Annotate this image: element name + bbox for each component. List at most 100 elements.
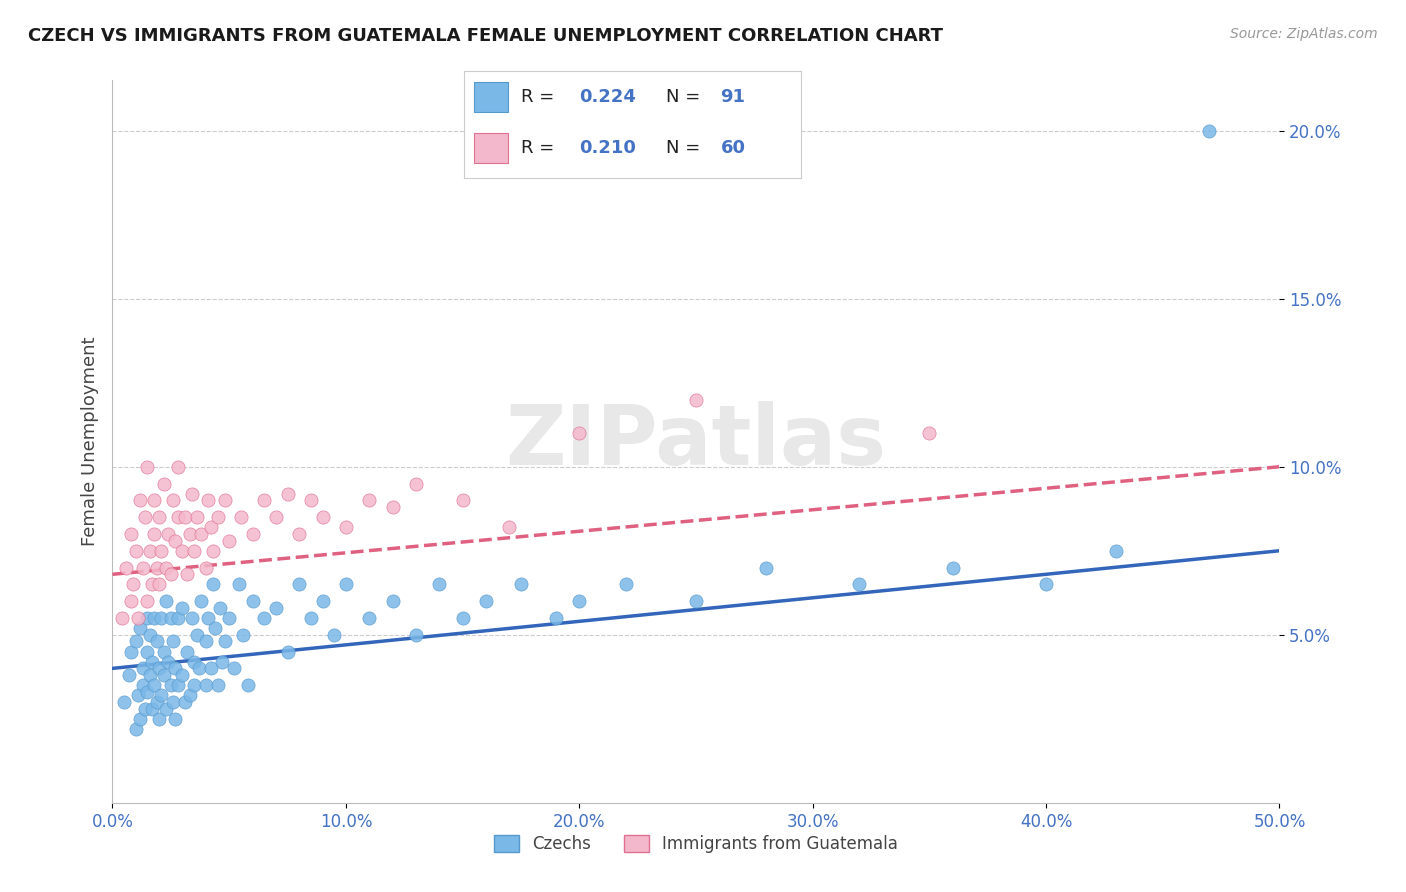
Point: [1105, 543, 1128, 558]
Point: [335, 520, 357, 534]
Point: [942, 560, 965, 574]
Point: [264, 510, 287, 524]
Point: [186, 628, 208, 642]
Point: [136, 644, 159, 658]
Point: [129, 621, 152, 635]
Point: [173, 695, 195, 709]
Point: [179, 527, 201, 541]
Point: [214, 634, 236, 648]
Point: [139, 628, 162, 642]
Point: [253, 611, 276, 625]
Point: [211, 655, 233, 669]
Point: [229, 510, 252, 524]
Point: [918, 426, 941, 441]
Point: [166, 611, 188, 625]
Text: R =: R =: [522, 88, 561, 106]
Text: 91: 91: [720, 88, 745, 106]
Point: [120, 594, 142, 608]
Point: [148, 661, 170, 675]
Point: [162, 493, 184, 508]
Point: [143, 527, 166, 541]
Point: [190, 594, 212, 608]
Point: [115, 560, 138, 574]
Text: 0.224: 0.224: [579, 88, 636, 106]
Point: [165, 712, 187, 726]
Point: [222, 661, 245, 675]
Point: [155, 702, 177, 716]
Point: [498, 520, 520, 534]
Point: [232, 628, 254, 642]
Point: [755, 560, 778, 574]
Point: [276, 486, 298, 500]
Point: [180, 611, 202, 625]
Point: [141, 577, 163, 591]
Point: [153, 476, 176, 491]
Point: [236, 678, 259, 692]
Point: [157, 655, 180, 669]
Y-axis label: Female Unemployment: Female Unemployment: [80, 337, 98, 546]
Point: [568, 426, 591, 441]
Point: [190, 527, 212, 541]
Point: [111, 611, 134, 625]
Point: [1198, 124, 1220, 138]
Point: [194, 634, 217, 648]
Point: [132, 678, 155, 692]
Point: [153, 668, 176, 682]
Point: [125, 543, 148, 558]
Point: [242, 594, 264, 608]
Point: [685, 594, 707, 608]
Point: [544, 611, 567, 625]
Point: [120, 527, 142, 541]
Point: [150, 543, 173, 558]
Point: [183, 543, 205, 558]
Point: [139, 543, 162, 558]
Point: [176, 644, 198, 658]
Point: [405, 476, 427, 491]
Point: [264, 600, 287, 615]
Point: [427, 577, 450, 591]
Point: [134, 510, 156, 524]
Text: N =: N =: [666, 139, 706, 157]
Point: [141, 702, 163, 716]
Point: [132, 661, 155, 675]
Legend: Czechs, Immigrants from Guatemala: Czechs, Immigrants from Guatemala: [486, 828, 905, 860]
Point: [166, 678, 188, 692]
Point: [155, 594, 177, 608]
Point: [197, 611, 219, 625]
Point: [180, 486, 202, 500]
Point: [136, 685, 159, 699]
Point: [166, 459, 188, 474]
Point: [148, 577, 170, 591]
Point: [218, 611, 240, 625]
Point: [186, 510, 208, 524]
Point: [194, 560, 217, 574]
Point: [311, 594, 333, 608]
Point: [162, 634, 184, 648]
Point: [183, 655, 205, 669]
Point: [125, 722, 148, 736]
Point: [136, 459, 159, 474]
Point: [173, 510, 195, 524]
Point: [201, 577, 224, 591]
Text: Source: ZipAtlas.com: Source: ZipAtlas.com: [1230, 27, 1378, 41]
Point: [299, 493, 322, 508]
Point: [143, 493, 166, 508]
Point: [160, 611, 183, 625]
Text: 60: 60: [720, 139, 745, 157]
Text: N =: N =: [666, 88, 706, 106]
Point: [150, 688, 173, 702]
Point: [187, 661, 209, 675]
Point: [127, 611, 149, 625]
Point: [200, 661, 222, 675]
Point: [405, 628, 427, 642]
Point: [1035, 577, 1057, 591]
Point: [299, 611, 322, 625]
Point: [172, 543, 194, 558]
Point: [165, 661, 187, 675]
Point: [146, 560, 169, 574]
Point: [176, 567, 198, 582]
Point: [183, 678, 205, 692]
Point: [127, 688, 149, 702]
Bar: [474, 82, 508, 112]
Point: [155, 560, 177, 574]
